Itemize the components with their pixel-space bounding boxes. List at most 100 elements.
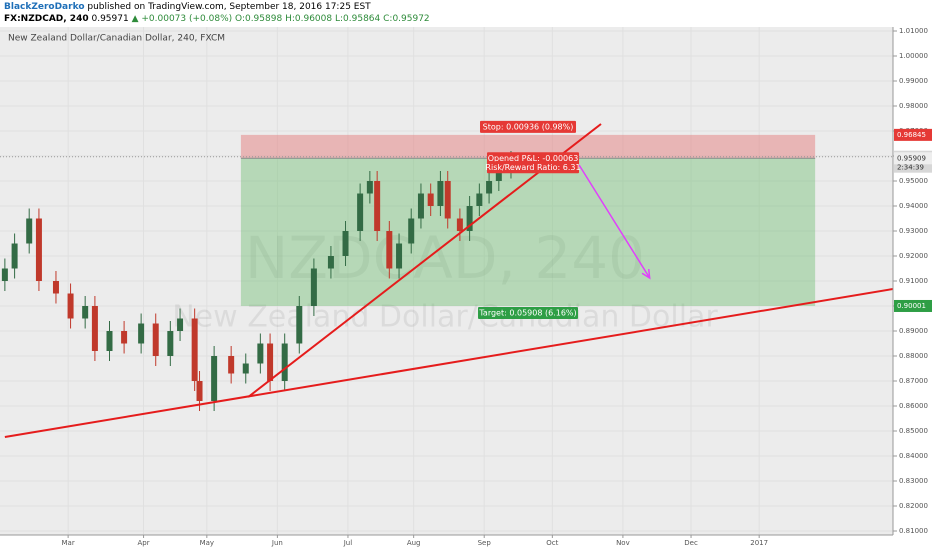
axes: 0.81000 0.82000 0.83000 0.84000 0.85000 0.860…: [62, 27, 932, 547]
y-tick-label: 1.01000: [899, 27, 928, 35]
candle-body: [486, 181, 493, 194]
y-axis-bg: [893, 27, 932, 550]
candle-body: [396, 243, 403, 269]
trendline: [4, 288, 894, 438]
candle-body: [26, 218, 33, 244]
grid: [0, 27, 893, 535]
x-axis-bg: [0, 535, 893, 550]
target-tag: 0.90001: [897, 302, 926, 310]
watermark-sub: New Zealand Dollar/Canadian Dollar: [172, 300, 718, 335]
candle-body: [456, 218, 463, 231]
candle-body: [91, 306, 98, 351]
last: 0.95971: [91, 14, 129, 24]
pnl-label: Opened P&L: -0.00063: [488, 154, 579, 163]
countdown-bg: [894, 162, 932, 173]
target-label: Target: 0.05908 (6.16%): [478, 308, 576, 317]
target-label-bg: [478, 306, 579, 319]
arrow-head: [641, 268, 651, 280]
x-tick-label: Jun: [271, 539, 283, 547]
candle-body: [267, 343, 274, 381]
candle-body: [152, 323, 159, 356]
y-tick-label: 0.95000: [899, 177, 928, 185]
y-tick-label: 0.91000: [899, 277, 928, 285]
candle-body: [211, 356, 218, 401]
candle-body: [327, 256, 334, 269]
target-zone: [240, 158, 816, 306]
stop-tag: 0.96845: [897, 131, 926, 139]
y-tick-label: 0.85000: [899, 427, 928, 435]
rr-label: Risk/Reward Ratio: 6.31: [485, 163, 580, 172]
x-tick-label: Mar: [62, 539, 75, 547]
arrow: [578, 164, 651, 279]
symbol: FX:NZDCAD, 240: [4, 14, 89, 24]
stop-label-bg: [480, 120, 577, 133]
chart-title: New Zealand Dollar/Canadian Dollar, 240,…: [8, 34, 225, 44]
y-tick-label: 0.93000: [899, 227, 928, 235]
y-tick-label: 0.94000: [899, 202, 928, 210]
x-tick-label: Oct: [546, 539, 558, 547]
candles: [1, 151, 524, 411]
y-tick-label: 0.86000: [899, 402, 928, 410]
candle-body: [281, 343, 288, 381]
y-tick-label: 0.84000: [899, 452, 928, 460]
drawings: Stop: 0.00936 (0.98%) Opened P&L: -0.0006…: [4, 120, 894, 438]
candle-body: [121, 331, 128, 344]
candle-body: [444, 181, 451, 219]
quote-line: FX:NZDCAD, 240 0.95971 ▲ +0.00073 (+0.08…: [4, 13, 928, 25]
change: ▲ +0.00073 (+0.08%): [131, 14, 233, 24]
close: C:0.95972: [383, 14, 430, 24]
y-tick-label: 0.83000: [899, 477, 928, 485]
y-tick-label: 0.92000: [899, 252, 928, 260]
candle-body: [138, 323, 145, 344]
header: BlackZeroDarko published on TradingView.…: [0, 0, 932, 27]
published: published on TradingView.com, September …: [87, 2, 371, 12]
high: H:0.96008: [285, 14, 333, 24]
candle-body: [196, 381, 203, 401]
rr-label-bg: [487, 161, 580, 174]
x-tick-label: Apr: [137, 539, 149, 547]
candle-body: [296, 306, 303, 344]
candle-body: [437, 181, 444, 206]
publish-line: BlackZeroDarko published on TradingView.…: [4, 1, 928, 13]
candle-body: [386, 231, 393, 269]
y-tick-label: 0.81000: [899, 527, 928, 535]
author: BlackZeroDarko: [4, 2, 85, 12]
x-tick-label: 2017: [750, 539, 768, 547]
candle-body: [191, 318, 198, 381]
open: O:0.95898: [235, 14, 283, 24]
candle-body: [82, 306, 89, 319]
candle-body: [35, 218, 42, 281]
candle-body: [342, 231, 349, 256]
candle-body: [374, 181, 381, 231]
position: [0, 134, 893, 306]
candle-body: [1, 268, 8, 281]
candle-body: [466, 206, 473, 231]
candle-body: [427, 193, 434, 206]
stop-label: Stop: 0.00936 (0.98%): [483, 122, 574, 131]
x-tick-label: Sep: [478, 539, 492, 547]
y-tick-label: 0.82000: [899, 502, 928, 510]
y-tick-label: 0.99000: [899, 77, 928, 85]
candle-body: [242, 363, 249, 374]
stop-zone: [240, 134, 816, 159]
y-tick-label: 0.88000: [899, 352, 928, 360]
candle-body: [257, 343, 264, 364]
x-tick-label: Aug: [407, 539, 421, 547]
candle-body: [495, 168, 502, 181]
candle-body: [417, 193, 424, 219]
candle-body: [52, 281, 59, 294]
y-tick-label: 0.89000: [899, 327, 928, 335]
low: L:0.95864: [334, 14, 381, 24]
y-tick-label: 1.00000: [899, 52, 928, 60]
candle-body: [106, 331, 113, 351]
x-tick-label: Jul: [343, 539, 353, 547]
candle-body: [476, 193, 483, 206]
y-tick-label: 0.87000: [899, 377, 928, 385]
candle-body: [67, 293, 74, 319]
x-tick-label: Nov: [616, 539, 630, 547]
candle-body: [177, 318, 184, 331]
candle-body: [167, 331, 174, 356]
candle-body: [310, 268, 317, 306]
stop-tag-bg: [894, 128, 932, 141]
